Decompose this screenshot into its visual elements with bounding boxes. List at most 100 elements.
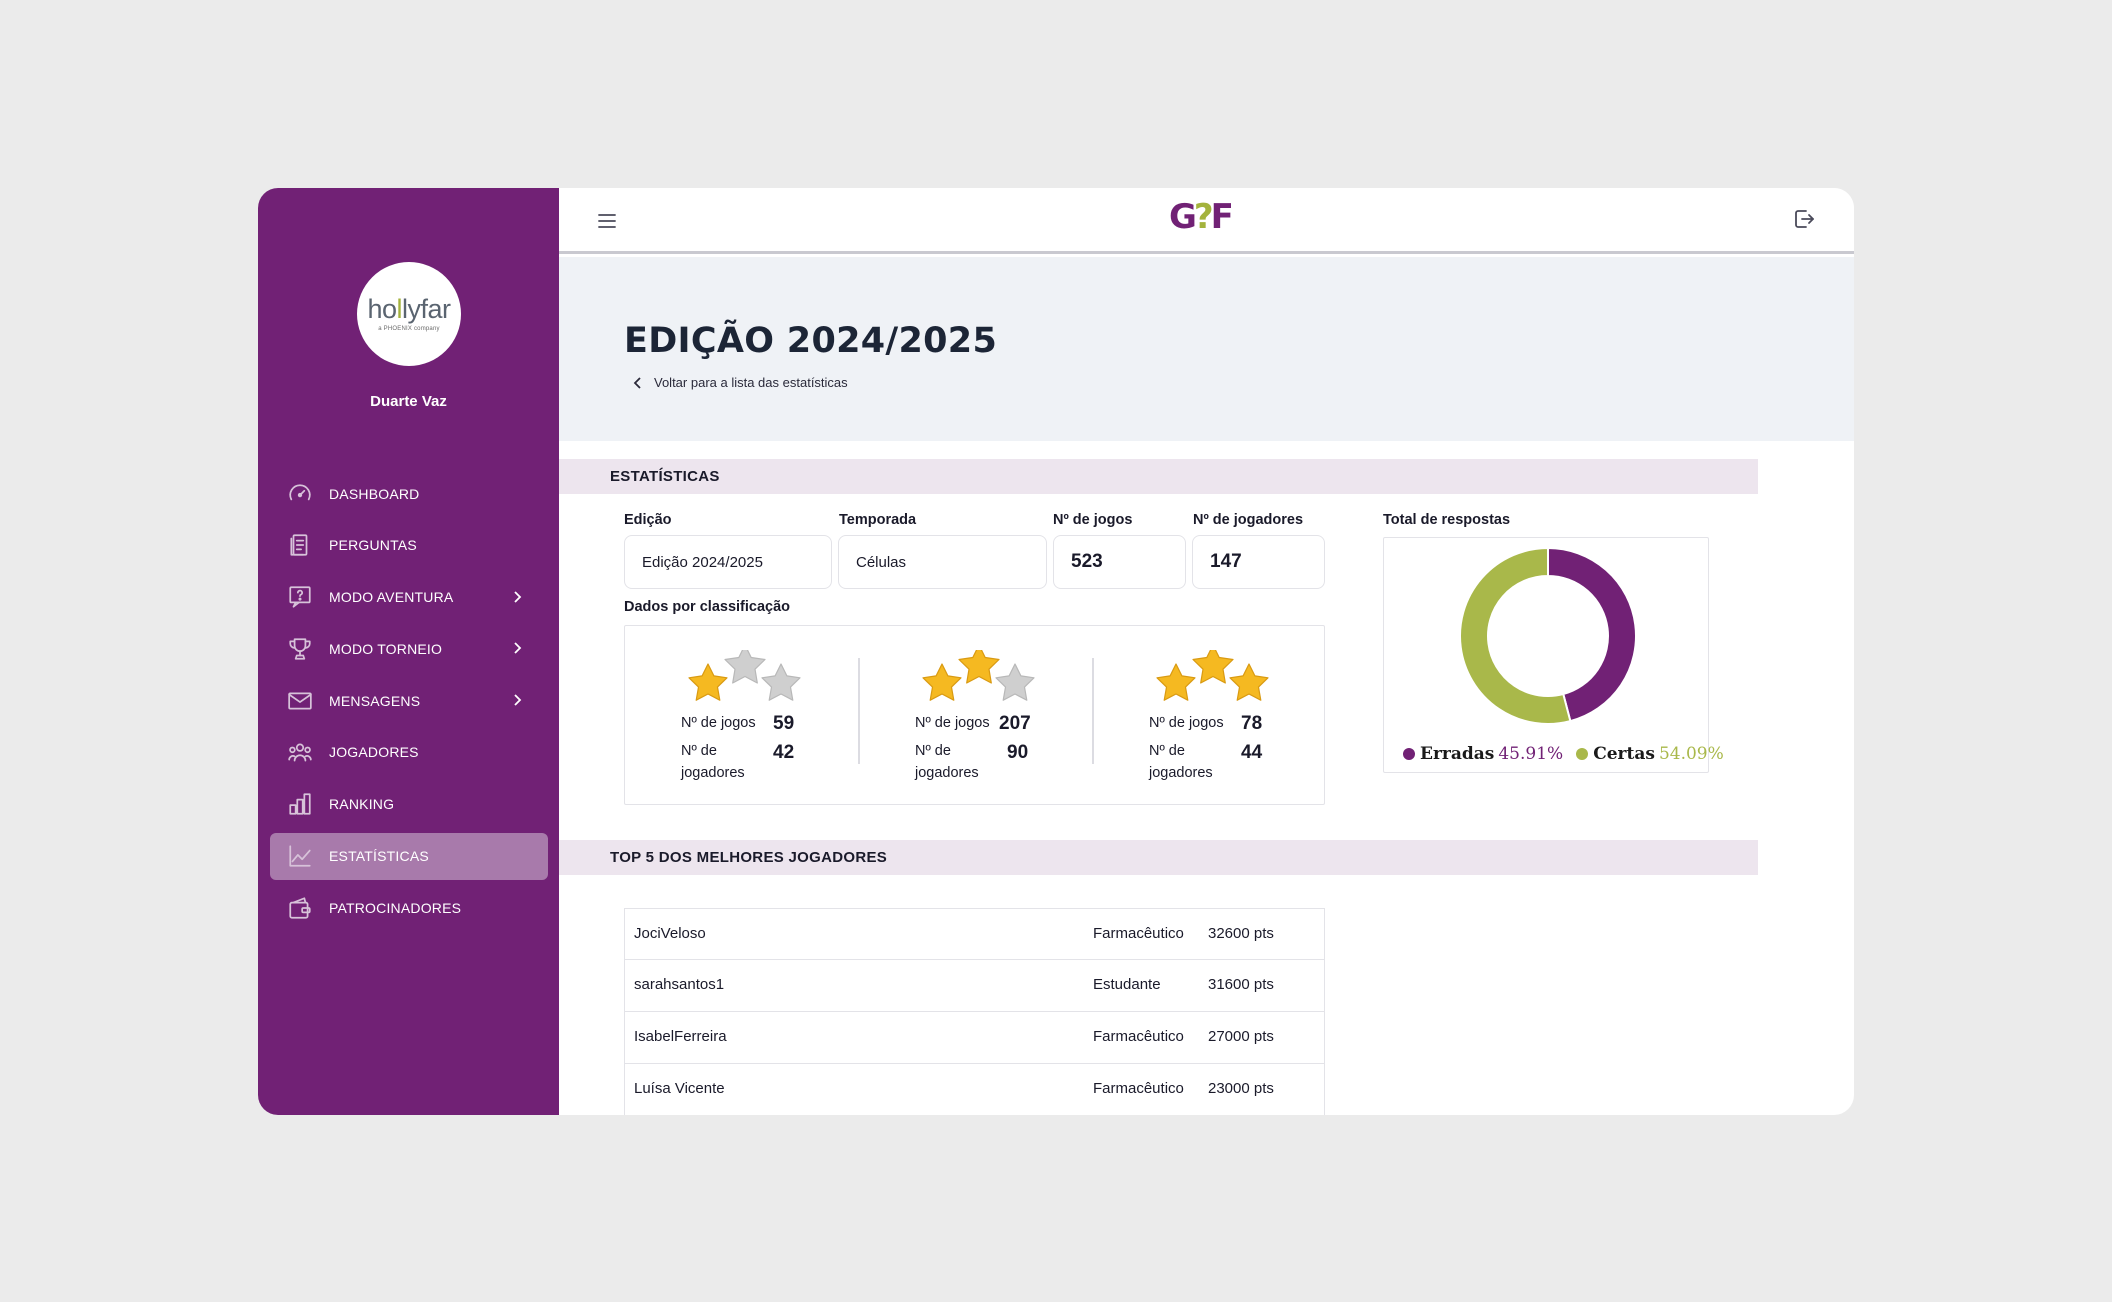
sidebar-item-modo-aventura[interactable]: MODO AVENTURA bbox=[270, 574, 548, 621]
classification-title: Dados por classificação bbox=[624, 599, 791, 615]
games-count-label: Nº de jogos bbox=[681, 715, 756, 731]
user-name: Duarte Vaz bbox=[370, 393, 447, 410]
donut-chart bbox=[1459, 546, 1638, 725]
users-icon bbox=[286, 738, 314, 766]
company-logo-brand: hollyfar bbox=[367, 294, 451, 324]
players-field[interactable]: 147 bbox=[1192, 535, 1325, 589]
page-title: EDIÇÃO 2024/2025 bbox=[624, 321, 998, 361]
chevron-left-icon bbox=[633, 376, 641, 389]
sidebar-item-perguntas[interactable]: PERGUNTAS bbox=[270, 522, 548, 569]
envelope-icon bbox=[286, 687, 314, 715]
classification-3-star: Nº de jogos 78 Nº de jogadores 44 bbox=[1093, 626, 1327, 806]
bar-chart-icon bbox=[286, 790, 314, 818]
player-role: Farmacêutico bbox=[1093, 1028, 1184, 1045]
legend-label-erradas: Erradas bbox=[1420, 744, 1495, 764]
star-rating-icon bbox=[688, 650, 801, 701]
top5-table: JociVeloso Farmacêutico 32600 pts sarahsant… bbox=[624, 908, 1325, 1115]
player-name: IsabelFerreira bbox=[634, 1028, 727, 1045]
star-rating-icon bbox=[1156, 650, 1269, 701]
donut-slice-certas[interactable] bbox=[1459, 546, 1572, 725]
sidebar-item-dashboard[interactable]: DASHBOARD bbox=[270, 470, 548, 517]
sidebar-item-label: MENSAGENS bbox=[329, 692, 421, 709]
classification-2-star: Nº de jogos 207 Nº de jogadores 90 bbox=[859, 626, 1093, 806]
games-count-label: Nº de jogos bbox=[1149, 715, 1224, 731]
app-logo[interactable]: G?F bbox=[1169, 197, 1234, 237]
total-answers-title: Total de respostas bbox=[1383, 512, 1511, 528]
player-points: 27000 pts bbox=[1208, 1028, 1274, 1045]
table-row[interactable]: Luísa Vicente Farmacêutico 23000 pts bbox=[624, 1064, 1325, 1115]
legend-value-certas: 54.09% bbox=[1658, 744, 1724, 764]
legend-dot-erradas bbox=[1403, 748, 1415, 760]
back-link[interactable]: Voltar para a lista das estatísticas bbox=[632, 375, 848, 390]
games-count-value: 59 bbox=[773, 713, 795, 734]
player-role: Estudante bbox=[1093, 976, 1161, 993]
line-chart-icon bbox=[286, 842, 314, 870]
sidebar-item-jogadores[interactable]: JOGADORES bbox=[270, 729, 548, 776]
sidebar-item-label: JOGADORES bbox=[329, 744, 419, 761]
games-label: Nº de jogos bbox=[1053, 512, 1133, 528]
table-row[interactable]: sarahsantos1 Estudante 31600 pts bbox=[624, 960, 1325, 1012]
sidebar-item-patrocinadores[interactable]: PATROCINADORES bbox=[270, 884, 548, 931]
player-points: 23000 pts bbox=[1208, 1080, 1274, 1097]
legend-value-erradas: 45.91% bbox=[1498, 744, 1564, 764]
players-count-label-1: Nº de bbox=[915, 743, 951, 759]
edition-field[interactable]: Edição 2024/2025 bbox=[624, 535, 832, 589]
players-count-label-1: Nº de bbox=[1149, 743, 1185, 759]
question-bubble-icon bbox=[286, 583, 314, 611]
players-count-label-2: jogadores bbox=[1149, 765, 1213, 781]
player-role: Farmacêutico bbox=[1093, 1080, 1184, 1097]
players-count-value: 42 bbox=[773, 742, 795, 763]
games-count-label: Nº de jogos bbox=[915, 715, 990, 731]
player-points: 31600 pts bbox=[1208, 976, 1274, 993]
players-count-value: 44 bbox=[1241, 742, 1263, 763]
edition-label: Edição bbox=[624, 512, 672, 528]
stats-section-header: ESTATÍSTICAS bbox=[559, 459, 1758, 494]
players-count-value: 90 bbox=[1007, 742, 1029, 763]
divider bbox=[1092, 658, 1094, 764]
top5-section-header: TOP 5 DOS MELHORES JOGADORES bbox=[559, 840, 1758, 875]
player-name: Luísa Vicente bbox=[634, 1080, 725, 1097]
sidebar-item-label: RANKING bbox=[329, 796, 395, 813]
sidebar-nav: DASHBOARD PERGUNTAS MODO AVENTURA MODO TORN… bbox=[270, 470, 548, 936]
season-field[interactable]: Células bbox=[838, 535, 1047, 589]
sidebar-item-label: DASHBOARD bbox=[329, 485, 420, 502]
donut-slice-erradas[interactable] bbox=[1547, 546, 1638, 723]
total-answers-chart: Erradas 45.91% Certas 54.09% bbox=[1383, 537, 1724, 773]
sidebar-item-estatisticas[interactable]: ESTATÍSTICAS bbox=[270, 832, 548, 880]
page-header: EDIÇÃO 2024/2025 Voltar para a lista das… bbox=[559, 257, 1854, 441]
sidebar-item-label: ESTATÍSTICAS bbox=[329, 848, 429, 865]
hamburger-menu-icon[interactable] bbox=[595, 209, 619, 233]
chevron-right-icon bbox=[508, 639, 526, 657]
logout-icon[interactable] bbox=[1792, 207, 1818, 233]
games-count-value: 78 bbox=[1241, 713, 1263, 734]
document-icon bbox=[286, 531, 314, 559]
back-link-label: Voltar para a lista das estatísticas bbox=[654, 375, 848, 390]
table-row[interactable]: JociVeloso Farmacêutico 32600 pts bbox=[624, 908, 1325, 960]
app-window: hollyfar a PHOENIX company Duarte Vaz DA… bbox=[258, 188, 1854, 1115]
classification-panel: Nº de jogos 59 Nº de jogadores 42 Nº de jogos… bbox=[624, 625, 1325, 805]
sidebar-item-modo-torneio[interactable]: MODO TORNEIO bbox=[270, 625, 548, 672]
trophy-icon bbox=[286, 635, 314, 663]
sidebar-item-label: MODO AVENTURA bbox=[329, 589, 454, 606]
sidebar-item-ranking[interactable]: RANKING bbox=[270, 781, 548, 828]
star-rating-icon bbox=[922, 650, 1035, 701]
legend-label-certas: Certas bbox=[1593, 744, 1655, 764]
players-count-label-1: Nº de bbox=[681, 743, 717, 759]
player-points: 32600 pts bbox=[1208, 925, 1274, 942]
company-logo-tagline: a PHOENIX company bbox=[378, 326, 440, 332]
table-row[interactable]: IsabelFerreira Farmacêutico 27000 pts bbox=[624, 1012, 1325, 1064]
sidebar: hollyfar a PHOENIX company Duarte Vaz DA… bbox=[258, 188, 559, 1115]
season-label: Temporada bbox=[839, 512, 917, 528]
player-name: JociVeloso bbox=[634, 925, 706, 942]
players-label: Nº de jogadores bbox=[1193, 512, 1304, 528]
company-logo: hollyfar a PHOENIX company bbox=[357, 262, 461, 366]
games-count-value: 207 bbox=[999, 713, 1031, 734]
sidebar-item-label: MODO TORNEIO bbox=[329, 640, 443, 657]
gauge-icon bbox=[286, 480, 314, 508]
player-name: sarahsantos1 bbox=[634, 976, 725, 993]
player-role: Farmacêutico bbox=[1093, 925, 1184, 942]
sidebar-item-mensagens[interactable]: MENSAGENS bbox=[270, 677, 548, 724]
games-field[interactable]: 523 bbox=[1053, 535, 1186, 589]
players-count-label-2: jogadores bbox=[681, 765, 745, 781]
players-count-label-2: jogadores bbox=[915, 765, 979, 781]
